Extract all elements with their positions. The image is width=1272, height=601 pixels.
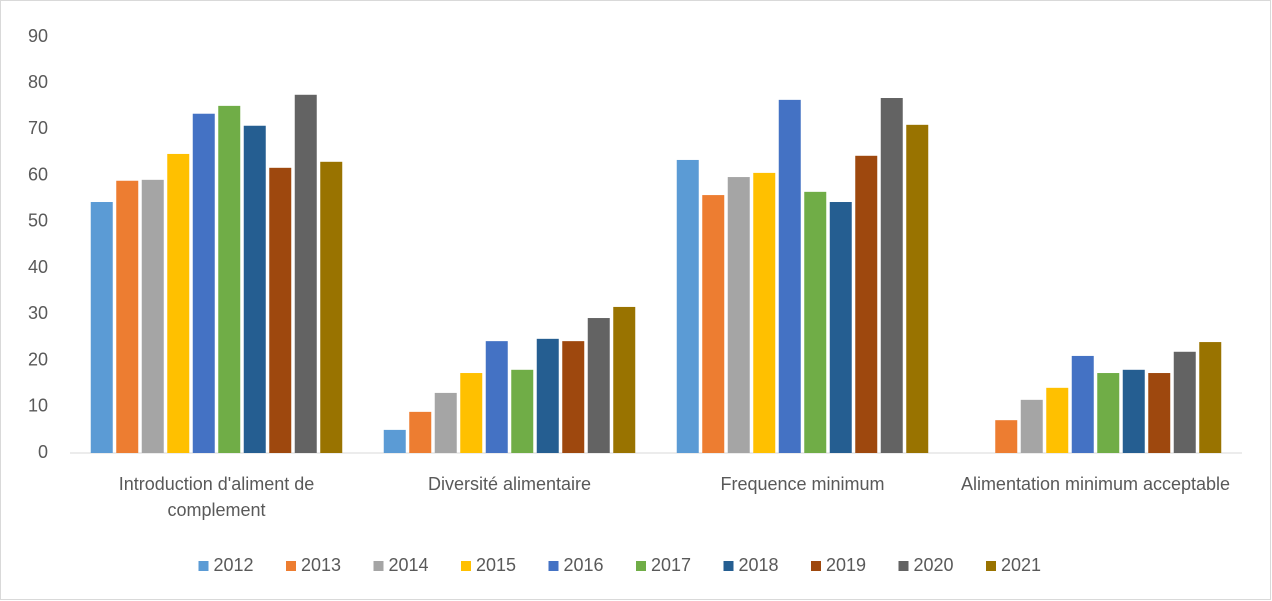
bar [192,113,215,454]
legend-label: 2016 [564,555,604,575]
bar [829,202,852,453]
bar [90,202,113,453]
y-tick-label: 20 [28,349,48,369]
bar [460,373,483,453]
y-tick-label: 10 [28,396,48,416]
y-tick-label: 70 [28,118,48,138]
bar [804,191,827,453]
legend-swatch [986,561,996,571]
y-tick-label: 0 [38,442,48,462]
bar [1020,399,1043,453]
bar [778,99,801,454]
bar [536,338,559,453]
bar [562,341,585,453]
bar [702,195,725,453]
legend-swatch [461,561,471,571]
bar [753,172,776,454]
x-tick-label: Introduction d'aliment de complement [118,474,315,520]
x-tick-label: Frequence minimum [720,474,885,494]
bar [906,124,929,454]
x-tick-label: Diversité alimentaire [427,474,592,494]
bar [409,411,432,453]
legend-swatch [723,561,734,571]
y-tick-label: 90 [28,26,48,46]
bar [320,161,343,454]
x-tick-label: Alimentation minimum acceptable [960,474,1231,494]
bar [383,429,406,453]
bar [167,153,190,454]
legend-label: 2013 [301,555,341,575]
bar [587,318,610,453]
legend-swatch [198,561,209,571]
y-tick-label: 50 [28,211,48,231]
legend-label: 2018 [739,555,779,575]
bar [1199,342,1222,453]
bar [1097,373,1120,453]
legend-swatch [898,561,909,571]
bar [1122,369,1145,453]
legend-label: 2014 [389,555,429,575]
bar [434,392,457,453]
bar [1173,351,1196,453]
bar [218,105,241,454]
bar [1071,355,1094,453]
bar [613,306,636,453]
legend-swatch [548,561,559,571]
bar [511,369,534,453]
y-tick-label: 60 [28,164,48,184]
bar [116,180,139,454]
legend-swatch [811,561,821,571]
bar [855,155,878,453]
legend-swatch [636,561,646,571]
bar [880,98,903,453]
legend-label: 2021 [1001,555,1041,575]
y-tick-label: 80 [28,72,48,92]
bar [1148,373,1171,453]
legend-swatch [373,561,384,571]
bar [485,341,508,453]
legend-swatch [286,561,296,571]
bar [727,177,750,453]
bar [269,167,292,453]
bar [294,94,317,454]
legend-label: 2019 [826,555,866,575]
bar [676,159,699,453]
legend-label: 2017 [651,555,691,575]
legend-label: 2012 [214,555,254,575]
legend-label: 2015 [476,555,516,575]
y-tick-label: 30 [28,303,48,323]
legend-label: 2020 [914,555,954,575]
bar [243,125,266,453]
bar [995,420,1018,453]
bar [1046,387,1069,453]
bar [141,179,164,453]
y-tick-label: 40 [28,257,48,277]
